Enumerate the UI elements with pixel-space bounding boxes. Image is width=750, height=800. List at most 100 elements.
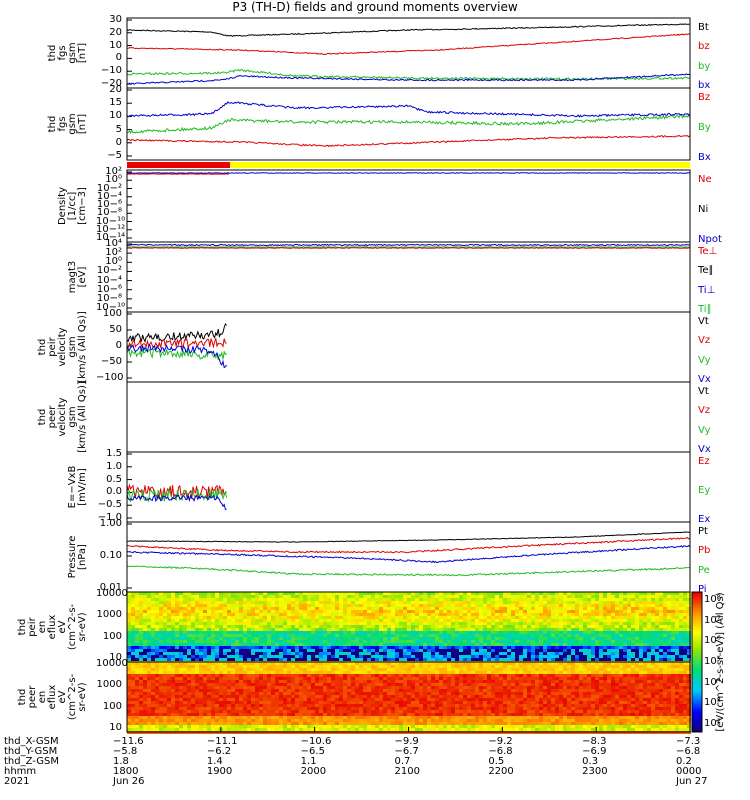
ephemeris-row-label: thd_X-GSM [4, 736, 59, 747]
colorbar-cell [692, 632, 702, 634]
colorbar-cell [692, 688, 702, 690]
colorbar-tick-label: 10⁴ [704, 676, 721, 688]
colorbar-cell [692, 650, 702, 652]
colorbar-tick-label: 10⁵ [704, 656, 721, 667]
ephemeris-value: 1900 [206, 766, 233, 777]
y-tick-label: 10² [105, 166, 122, 177]
ephemeris-value: −6.2 [206, 746, 232, 757]
y-tick-label: 100 [102, 700, 122, 712]
panel-frame [126, 521, 691, 593]
flag-bar-yellow [230, 162, 690, 168]
ephemeris-value: 1800 [113, 766, 139, 777]
y-tick-label: 10000 [96, 658, 128, 669]
colorbar-cell [692, 646, 702, 648]
ephemeris-value: −6.5 [300, 746, 325, 757]
y-tick-label: 0.01 [99, 582, 122, 593]
y-tick-label: 1000 [96, 679, 122, 691]
panel-ylabel: magt3 [eV] [67, 260, 88, 294]
y-tick-label: −20 [100, 78, 122, 89]
y-tick-label: 10⁴ [105, 238, 122, 249]
ephemeris-value: −6.8 [488, 746, 513, 757]
colorbar-cell [692, 680, 702, 682]
ephemeris-value: 1.1 [300, 756, 317, 767]
y-tick-label: −0.5 [97, 499, 122, 511]
colorbar-cell [692, 612, 702, 614]
y-tick-label: 1000 [96, 609, 122, 621]
colorbar-cell [692, 666, 702, 668]
legend-entry: Ti∥ [698, 304, 712, 315]
colorbar-tick-label: 10² [704, 718, 721, 729]
colorbar-cell [692, 696, 702, 698]
ephemeris-value: 1.8 [113, 756, 129, 767]
ephemeris-value: 0.7 [394, 756, 411, 767]
ephemeris-value: −6.7 [394, 746, 419, 757]
ephemeris-value: 2300 [582, 766, 608, 777]
series-line [127, 243, 690, 247]
colorbar-cell [692, 598, 702, 600]
ephemeris-value: 2200 [488, 766, 514, 777]
colorbar-cell [692, 662, 702, 664]
ephemeris-value: −9.2 [488, 736, 513, 747]
y-tick-label: 10−⁴ [96, 190, 122, 202]
legend-entry: Ez [698, 456, 710, 467]
y-tick-label: 10−⁴ [96, 274, 122, 286]
legend-entry: By [698, 122, 711, 133]
y-tick-label: 10−¹⁴ [96, 232, 126, 243]
series-line [127, 73, 690, 85]
y-tick-label: 10⁰ [105, 256, 122, 268]
colorbar-cell [692, 626, 702, 628]
colorbar-cell [692, 652, 702, 654]
colorbar-cell [692, 718, 702, 720]
colorbar-cell [692, 618, 702, 620]
colorbar-cell [692, 622, 702, 624]
legend-entry: Te∥ [698, 265, 714, 277]
ephemeris-row-label: thd_Y-GSM [4, 746, 58, 757]
y-tick-label: 0 [115, 52, 122, 64]
ephemeris-value: −7.3 [676, 736, 701, 747]
y-tick-label: 0.0 [106, 486, 122, 498]
y-tick-label: 10 [109, 722, 122, 733]
colorbar-cell [692, 694, 702, 696]
colorbar-cell [692, 660, 702, 662]
series-line [126, 531, 690, 543]
legend-entry: Pi [698, 584, 707, 595]
y-tick-label: 10 [109, 652, 122, 663]
colorbar-cell [692, 654, 702, 656]
y-tick-label: −50 [100, 356, 122, 367]
ephemeris-value: −10.6 [300, 736, 332, 747]
panel-ylabel: E=−VxB [mV/m] [67, 465, 88, 509]
ephemeris-value: 0.5 [488, 756, 505, 767]
legend-entry: Vx [698, 374, 711, 385]
y-tick-label: 5 [115, 123, 122, 135]
colorbar-cell [692, 722, 702, 724]
colorbar-cell [692, 624, 702, 626]
legend-entry: Bt [698, 22, 709, 33]
legend-entry: Vy [698, 424, 711, 436]
legend-entry: by [698, 60, 711, 72]
colorbar-cell [692, 620, 702, 622]
colorbar-cell [692, 714, 702, 716]
y-tick-label: 10−¹⁰ [96, 302, 126, 313]
ephemeris-value: −5.8 [113, 746, 138, 757]
legend-entry: Bx [698, 152, 711, 163]
colorbar-tick-label: 10⁸ [704, 594, 721, 605]
colorbar-cell [692, 686, 702, 688]
legend-entry: Ne [698, 174, 712, 185]
ephemeris-value: 2000 [300, 766, 327, 777]
legend-entry: bx [698, 80, 711, 91]
colorbar-cell [692, 644, 702, 646]
series-line [126, 101, 691, 118]
y-tick-label: 50 [109, 324, 122, 335]
colorbar-cell [692, 678, 702, 680]
panel-frame [126, 451, 691, 523]
colorbar-cell [692, 642, 702, 644]
y-tick-label: 10² [105, 247, 122, 259]
colorbar-cell [692, 628, 702, 630]
colorbar-cell [692, 610, 702, 612]
ephemeris-value: 0000 [676, 766, 702, 777]
series-line [126, 247, 690, 249]
colorbar-cell [692, 726, 702, 728]
colorbar-cell [692, 692, 702, 694]
